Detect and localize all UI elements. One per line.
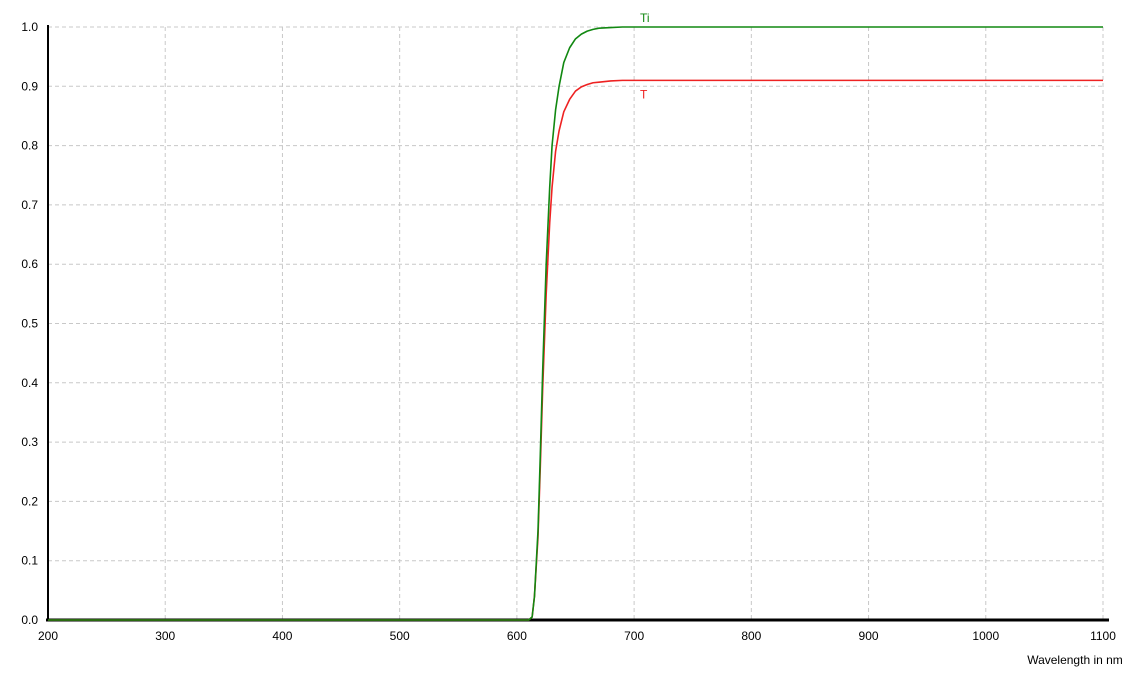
y-tick-label: 0.3 bbox=[21, 435, 38, 449]
x-tick-label: 1000 bbox=[972, 629, 999, 643]
y-tick-label: 0.7 bbox=[21, 198, 38, 212]
y-tick-label: 0.0 bbox=[21, 613, 38, 627]
series-label-ti: Ti bbox=[640, 11, 650, 25]
y-tick-label: 0.9 bbox=[21, 79, 38, 93]
x-tick-label: 500 bbox=[390, 629, 410, 643]
y-tick-label: 0.6 bbox=[21, 257, 38, 271]
series-lines bbox=[48, 26, 1103, 621]
x-tick-label: 800 bbox=[741, 629, 761, 643]
y-tick-label: 1.0 bbox=[21, 20, 38, 34]
x-tick-label: 900 bbox=[859, 629, 879, 643]
x-tick-label: 1100 bbox=[1090, 629, 1116, 643]
y-tick-label: 0.2 bbox=[21, 494, 38, 508]
y-tick-label: 0.1 bbox=[21, 554, 38, 568]
x-tick-labels: 200 300 400 500 600 700 800 900 1000 1100 bbox=[38, 629, 1116, 643]
y-tick-label: 0.4 bbox=[21, 376, 38, 390]
series-label-t: T bbox=[640, 87, 648, 101]
x-tick-label: 600 bbox=[507, 629, 527, 643]
x-tick-label: 700 bbox=[624, 629, 644, 643]
y-tick-labels: 0.0 0.1 0.2 0.3 0.4 0.5 0.6 0.7 0.8 0.9 1.0 bbox=[21, 20, 38, 627]
grid-lines bbox=[48, 26, 1104, 620]
series-labels: Ti T bbox=[640, 11, 650, 101]
x-tick-label: 300 bbox=[155, 629, 175, 643]
y-tick-label: 0.8 bbox=[21, 139, 38, 153]
x-axis-label: Wavelength in nm bbox=[1027, 653, 1123, 667]
y-tick-label: 0.5 bbox=[21, 317, 38, 331]
x-tick-label: 400 bbox=[272, 629, 292, 643]
series-line-ti bbox=[48, 26, 1103, 621]
x-tick-label: 200 bbox=[38, 629, 58, 643]
